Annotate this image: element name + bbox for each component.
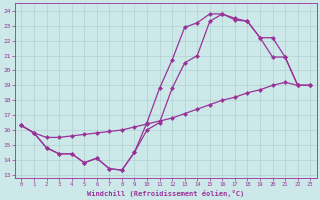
X-axis label: Windchill (Refroidissement éolien,°C): Windchill (Refroidissement éolien,°C)	[87, 190, 244, 197]
